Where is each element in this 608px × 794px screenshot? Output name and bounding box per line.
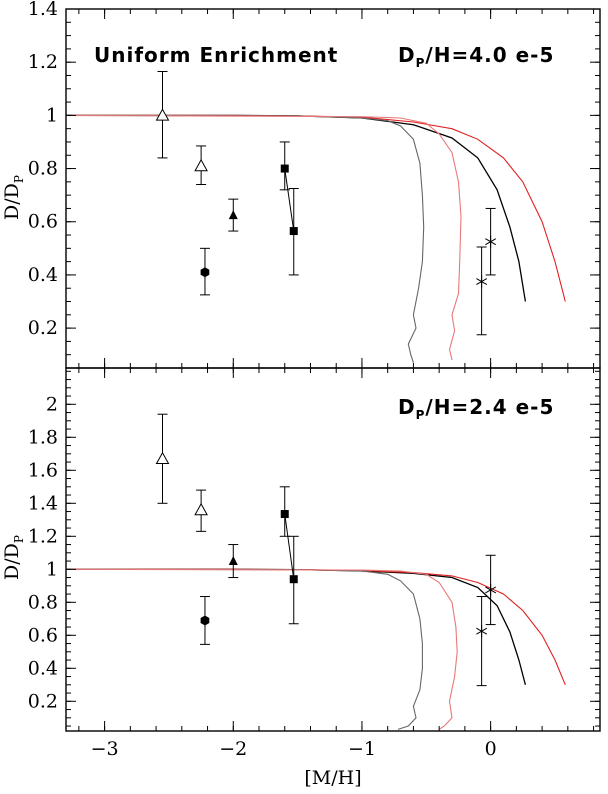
bottom-y-tick-label: 0.8 [28, 591, 58, 613]
bottom-y-tick-label: 1.6 [28, 459, 58, 481]
marker [194, 502, 208, 516]
top-ratio-sub: P [416, 56, 426, 70]
bottom-panel-ratio: DP/H=2.4 e-5 [398, 395, 554, 422]
marker [289, 575, 298, 584]
top-y-tick-label: 1.4 [28, 0, 58, 20]
bottom-model-curves [65, 568, 566, 730]
bottom-y-tick-label: 0.6 [28, 624, 58, 646]
bottom-y-tick-label: 1.4 [28, 492, 58, 514]
top-connector [284, 168, 295, 232]
top-panel-title: Uniform Enrichment [94, 43, 338, 67]
top-y-axis-label: D/DP [1, 175, 26, 220]
x-tick-label: −3 [91, 738, 119, 760]
marker [485, 586, 497, 594]
bottom-point-filled-square [288, 535, 299, 625]
top-curve-0 [66, 114, 527, 302]
top-ylabel-pre: D/D [1, 183, 23, 220]
top-y-tick-label: 0.6 [28, 211, 58, 233]
bottom-point-asterisk [476, 596, 488, 687]
top-point-open-triangle [194, 145, 208, 186]
marker [228, 210, 238, 220]
marker [155, 451, 170, 465]
top-point-filled-square [288, 188, 299, 276]
top-data-points [155, 70, 497, 336]
top-point-filled-square [279, 141, 290, 191]
top-y-tick-label: 0.4 [28, 264, 58, 286]
marker [228, 556, 238, 566]
x-axis-label: [M/H] [304, 767, 361, 789]
x-tick-label: −1 [348, 738, 376, 760]
bottom-ratio-pre: D [398, 395, 416, 419]
x-tick-label: −2 [219, 738, 247, 760]
top-ylabel-sub: P [12, 175, 26, 183]
marker [289, 227, 298, 236]
bottom-ratio-post: /H=2.4 e-5 [425, 395, 554, 419]
top-point-asterisk [476, 246, 488, 336]
top-curve-3 [65, 114, 462, 361]
bottom-point-open-triangle [155, 413, 170, 504]
bottom-y-tick-label: 2 [46, 393, 58, 415]
bottom-ylabel-pre: D/D [1, 543, 23, 580]
bottom-point-filled-hexagon [199, 596, 210, 645]
bottom-curve-2 [65, 568, 423, 730]
bottom-y-tick-label: 1.8 [28, 426, 58, 448]
top-y-tick-label: 0.8 [28, 158, 58, 180]
marker [485, 238, 497, 246]
bottom-connector [284, 513, 295, 580]
bottom-curve-0 [66, 568, 527, 685]
x-tick-label: 0 [485, 738, 497, 760]
marker [155, 108, 170, 121]
marker [200, 615, 210, 626]
bottom-panel: −3 −2 −1 00.20.40.60.811.21.41.61.82 DP/H=2… [1, 367, 601, 789]
bottom-curve-3 [65, 568, 458, 730]
bottom-point-filled-square [279, 486, 290, 537]
top-point-open-triangle [155, 70, 170, 159]
marker [476, 627, 488, 635]
top-point-filled-hexagon [199, 247, 210, 296]
top-y-tick-label: 0.2 [28, 317, 58, 339]
bottom-data-points [155, 413, 497, 687]
marker [476, 278, 488, 286]
marker [200, 267, 210, 278]
bottom-y-tick-label: 1.2 [28, 525, 58, 547]
top-curve-2 [65, 114, 425, 363]
top-point-asterisk [485, 207, 497, 276]
marker [280, 164, 289, 173]
bottom-ratio-sub: P [416, 408, 426, 422]
top-panel-ratio: DP/H=4.0 e-5 [398, 43, 554, 70]
bottom-point-asterisk [485, 554, 497, 626]
top-ratio-post: /H=4.0 e-5 [425, 43, 554, 67]
marker [194, 158, 208, 172]
bottom-ylabel-sub: P [12, 535, 26, 543]
bottom-point-open-triangle [194, 489, 208, 532]
top-y-tick-label: 1.2 [28, 51, 58, 73]
bottom-y-tick-label: 1 [46, 558, 58, 580]
bottom-y-tick-label: 0.2 [28, 690, 58, 712]
top-y-tick-label: 1 [46, 104, 58, 126]
marker [280, 510, 289, 519]
top-model-curves [65, 114, 566, 363]
top-panel: 0.2 0.4 0.6 0.8 1 1.2 1.4 Uniform Enrichment D… [1, 0, 601, 369]
bottom-y-tick-label: 0.4 [28, 657, 58, 679]
bottom-point-filled-triangle [228, 544, 239, 579]
top-point-filled-triangle [228, 198, 239, 232]
top-ratio-pre: D [398, 43, 416, 67]
bottom-y-axis-label: D/DP [1, 535, 26, 580]
bottom-plot-frame [65, 367, 601, 732]
